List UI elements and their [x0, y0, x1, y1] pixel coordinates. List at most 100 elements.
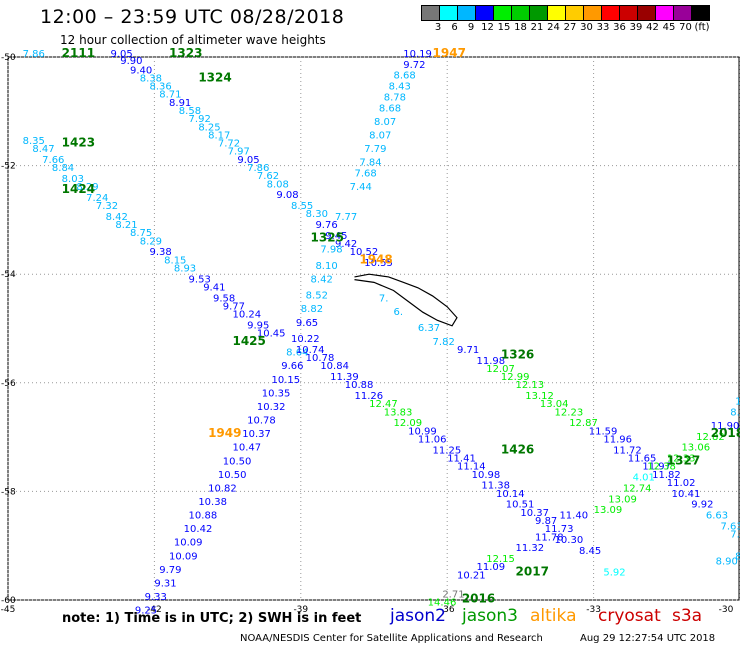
color-scale-label: 3: [434, 22, 442, 33]
wave-height-value: 8.38: [140, 73, 162, 84]
wave-height-value: 10.32: [257, 402, 286, 413]
wave-height-value: 6.37: [418, 323, 440, 334]
wave-height-value: 8.78: [384, 92, 406, 103]
wave-height-value: 7.: [379, 293, 389, 304]
wave-height-value: 7.98: [320, 244, 342, 255]
color-scale-label: 6: [451, 22, 458, 33]
pass-time-label: 2017: [516, 565, 549, 579]
wave-height-value: 9.79: [159, 565, 181, 576]
wave-height-value: 5.92: [603, 568, 625, 579]
legend-jason3: jason3: [462, 606, 518, 626]
lat-label: -60: [1, 596, 16, 606]
color-scale-label: 39: [629, 22, 643, 33]
pass-time-label: 1424: [62, 182, 95, 196]
wave-height-value: 8.47: [32, 144, 54, 155]
wave-height-value: 8.75: [130, 228, 152, 239]
wave-height-value: 10.88: [189, 511, 218, 522]
wave-height-value: 10.14: [496, 489, 525, 500]
wave-height-value: 10.37: [520, 508, 549, 519]
wave-height-value: 7.77: [335, 212, 357, 223]
wave-height-value: 13.83: [384, 407, 413, 418]
wave-height-value: 8.64: [286, 348, 308, 359]
wave-height-value: 13.04: [540, 399, 569, 410]
wave-height-value: 9.31: [154, 578, 176, 589]
wave-height-value: 10.50: [218, 470, 247, 481]
wave-height-value: 10.35: [262, 388, 291, 399]
color-scale-bar: [421, 5, 710, 21]
wave-height-value: 11.14: [457, 462, 486, 473]
wave-height-value: 8.55: [291, 201, 313, 212]
wave-height-value: 8.03: [62, 174, 84, 185]
pass-time-label: 2018: [711, 426, 740, 440]
color-scale-label: 36: [613, 22, 626, 33]
wave-height-value: 10.84: [320, 361, 349, 372]
wave-height-value: 9.41: [203, 282, 225, 293]
wave-height-value: 10.52: [350, 247, 379, 258]
wave-height-value: 12.38: [647, 462, 676, 473]
lon-label: -30: [719, 605, 734, 615]
legend-cryosat: cryosat: [598, 606, 661, 626]
wave-height-value: 9.33: [145, 592, 167, 603]
wave-height-value: 8.68: [379, 103, 401, 114]
color-scale-label: 27: [563, 22, 577, 33]
wave-height-value: 10.: [735, 397, 740, 408]
wave-height-value: 10.30: [555, 535, 584, 546]
wave-height-value: 10.88: [345, 380, 374, 391]
wave-height-value: 10.15: [272, 375, 301, 386]
wave-height-value: 9.42: [335, 239, 357, 250]
lon-label: -39: [293, 605, 308, 615]
wave-height-value: 7.97: [228, 147, 250, 158]
wave-height-value: 12.09: [394, 418, 423, 429]
wave-height-value: 10.41: [672, 489, 701, 500]
wave-height-value: 11.02: [667, 478, 696, 489]
wave-height-value: 12.15: [486, 554, 515, 565]
wave-height-value: 11.97: [642, 462, 671, 473]
wave-height-value: 11.32: [516, 543, 545, 554]
south-georgia-coastline: [354, 273, 458, 327]
pass-time-label: 2111: [62, 46, 95, 60]
lat-label: -56: [1, 379, 16, 389]
wave-height-value: 8.36: [150, 82, 172, 93]
wave-height-value: 7.72: [218, 139, 240, 150]
pass-time-label: 1326: [501, 347, 534, 361]
wave-height-value: 10.55: [364, 258, 393, 269]
pass-time-label: 1327: [667, 453, 700, 467]
wave-height-value: 8.52: [306, 291, 328, 302]
wave-height-value: 8.91: [169, 98, 191, 109]
wave-height-value: 9.25: [135, 606, 157, 617]
legend-jason2: jason2: [390, 606, 446, 626]
wave-height-value: 11.73: [545, 524, 574, 535]
color-scale-labels: 3 6 9 12 15 18 21 24 27 30 33 36 39 42 45 70 (ft): [421, 22, 740, 36]
pass-time-label: 1324: [198, 70, 231, 84]
wave-height-value: 8.48: [730, 407, 740, 418]
footer-credit: NOAA/NESDIS Center for Satellite Applica…: [240, 633, 543, 644]
wave-height-value: 12.13: [516, 380, 545, 391]
wave-height-value: 10.51: [506, 500, 535, 511]
wave-height-value: 9.71: [457, 345, 479, 356]
footer-timestamp: Aug 29 12:27:54 UTC 2018: [580, 633, 716, 644]
wave-height-value: 9.66: [281, 361, 303, 372]
color-scale-label: 42: [646, 22, 659, 33]
wave-height-value: 8.93: [174, 263, 196, 274]
lon-label: -45: [1, 605, 16, 615]
wave-height-value: 13.12: [525, 391, 554, 402]
wave-height-value: 8.42: [106, 212, 128, 223]
wave-height-value: 10.22: [291, 334, 320, 345]
wave-height-value: 9.40: [130, 65, 152, 76]
wave-height-value: 12.82: [696, 432, 725, 443]
map-frame: [7, 56, 740, 601]
wave-height-value: 9.58: [213, 293, 235, 304]
wave-height-value: 8.15: [164, 255, 186, 266]
wave-height-value: 10.45: [257, 329, 286, 340]
wave-height-value: 7.86: [23, 49, 45, 60]
wave-height-value: 8.43: [389, 82, 411, 93]
lat-label: -54: [1, 270, 16, 280]
wave-height-value: 10.50: [223, 456, 252, 467]
wave-height-value: 8.68: [394, 71, 416, 82]
wave-height-value: 13.09: [608, 494, 637, 505]
wave-height-value: 7.86: [247, 163, 269, 174]
wave-height-value: 11.40: [559, 511, 588, 522]
wave-height-value: 9.87: [535, 516, 557, 527]
color-scale-label: 45: [662, 22, 676, 33]
